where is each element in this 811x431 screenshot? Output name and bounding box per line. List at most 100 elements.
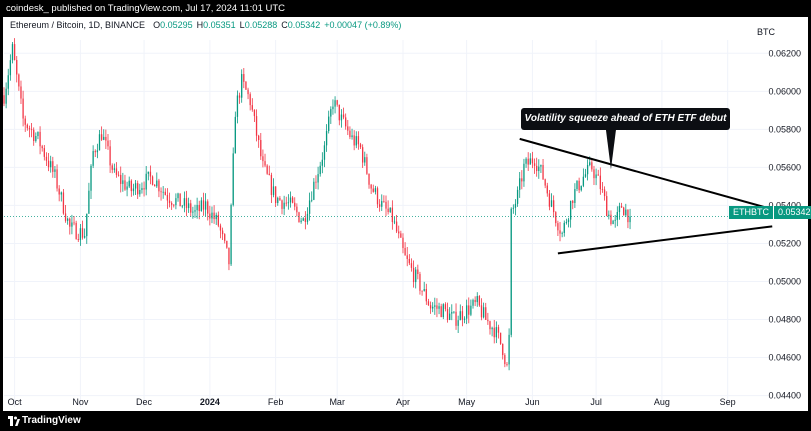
candle-body — [113, 168, 116, 170]
high-value: 0.05351 — [203, 20, 236, 30]
candle-body — [120, 174, 122, 184]
candle-body — [489, 321, 491, 330]
candle-body — [625, 209, 627, 216]
candle-body — [296, 206, 298, 213]
candle-body — [62, 192, 65, 214]
candle-body — [449, 313, 451, 320]
candle-body — [64, 213, 67, 221]
candle-body — [50, 161, 52, 168]
change-value: +0.00047 (+0.89%) — [324, 20, 402, 30]
candle-body — [311, 199, 313, 201]
candle-body — [291, 197, 294, 203]
close-value: 0.05342 — [287, 20, 321, 30]
candle-body — [103, 136, 105, 140]
candle-body — [351, 135, 353, 138]
candle-body — [557, 223, 559, 231]
candle-body — [504, 355, 506, 365]
candle-body — [289, 197, 292, 203]
candle-body — [192, 211, 194, 213]
candle-body — [423, 289, 425, 291]
candle-body — [342, 114, 345, 118]
price-axis: 0.06200 0.06000 0.05800 0.05600 0.05400 0.052… — [768, 48, 801, 400]
candle-body — [478, 296, 481, 306]
candle-body — [147, 171, 149, 174]
candle-body — [158, 180, 160, 192]
candle-body — [408, 258, 411, 264]
candle-body — [37, 131, 39, 137]
candle-body — [480, 305, 483, 318]
candle-body — [550, 200, 553, 207]
candle-body — [406, 255, 408, 259]
candle-body — [109, 146, 111, 166]
price-tick-label: 0.05000 — [768, 276, 801, 286]
candle-body — [139, 189, 141, 195]
candle-body — [200, 200, 203, 212]
candle-body — [145, 173, 147, 190]
candle-body — [277, 197, 279, 203]
candle-body — [204, 201, 207, 210]
brand-name[interactable]: TradingView — [22, 415, 81, 426]
candle-body — [249, 94, 251, 106]
candle-body — [281, 200, 283, 209]
low-value: 0.05288 — [244, 20, 278, 30]
candle-body — [60, 192, 62, 195]
candle-body — [230, 204, 232, 265]
candle-body — [255, 116, 258, 136]
candle-body — [487, 319, 489, 322]
candle-body — [482, 307, 485, 318]
candle-body — [398, 231, 400, 234]
candle-body — [308, 200, 311, 214]
candle-body — [141, 188, 143, 190]
candle-body — [160, 191, 162, 193]
candle-body — [319, 165, 321, 175]
candle-body — [79, 228, 82, 241]
candle-body — [71, 222, 73, 227]
candle-body — [506, 364, 508, 365]
candle-body — [338, 104, 340, 121]
candle-body — [340, 114, 343, 121]
candle-body — [177, 193, 179, 199]
candle-body — [612, 220, 614, 225]
candle-body — [404, 248, 406, 256]
candle-body — [395, 221, 398, 232]
candle-body — [555, 212, 557, 224]
candle-body — [421, 290, 423, 292]
candle-body — [461, 311, 464, 320]
candle-body — [7, 75, 9, 89]
trendline-upper — [519, 137, 773, 211]
candle-body — [427, 301, 430, 306]
candle-body — [243, 74, 245, 82]
open-label: O — [153, 20, 161, 30]
candle-body — [81, 228, 84, 238]
ohlc-legend: Ethereum / Bitcoin, 1D, BINANCE O0.05295 H… — [10, 20, 405, 30]
candle-body — [580, 185, 582, 191]
symbol-label[interactable]: Ethereum / Bitcoin, 1D, BINANCE — [10, 20, 146, 30]
candle-body — [69, 218, 71, 227]
time-tick-label: Jul — [590, 397, 602, 407]
time-tick-label: 2024 — [200, 397, 220, 407]
candle-body — [361, 147, 364, 163]
candle-body — [569, 200, 572, 220]
candle-body — [336, 100, 338, 105]
candle-body — [372, 188, 374, 192]
candle-body — [86, 213, 88, 237]
candle-body — [52, 161, 54, 172]
candle-body — [198, 204, 200, 212]
candle-body — [606, 196, 608, 217]
candle-body — [183, 198, 186, 206]
candle-body — [185, 198, 188, 209]
open-value: 0.05295 — [160, 20, 193, 30]
currency-label: BTC — [757, 27, 775, 37]
candle-body — [332, 106, 334, 110]
time-tick-label: Dec — [136, 397, 153, 407]
candle-body — [595, 174, 597, 179]
candle-body — [217, 214, 220, 226]
candle-body — [347, 126, 349, 131]
candle-body — [402, 237, 404, 249]
candle-body — [582, 176, 585, 186]
candle-body — [586, 165, 589, 175]
candle-body — [287, 202, 290, 204]
candle-body — [9, 60, 12, 76]
candle-body — [385, 201, 387, 209]
